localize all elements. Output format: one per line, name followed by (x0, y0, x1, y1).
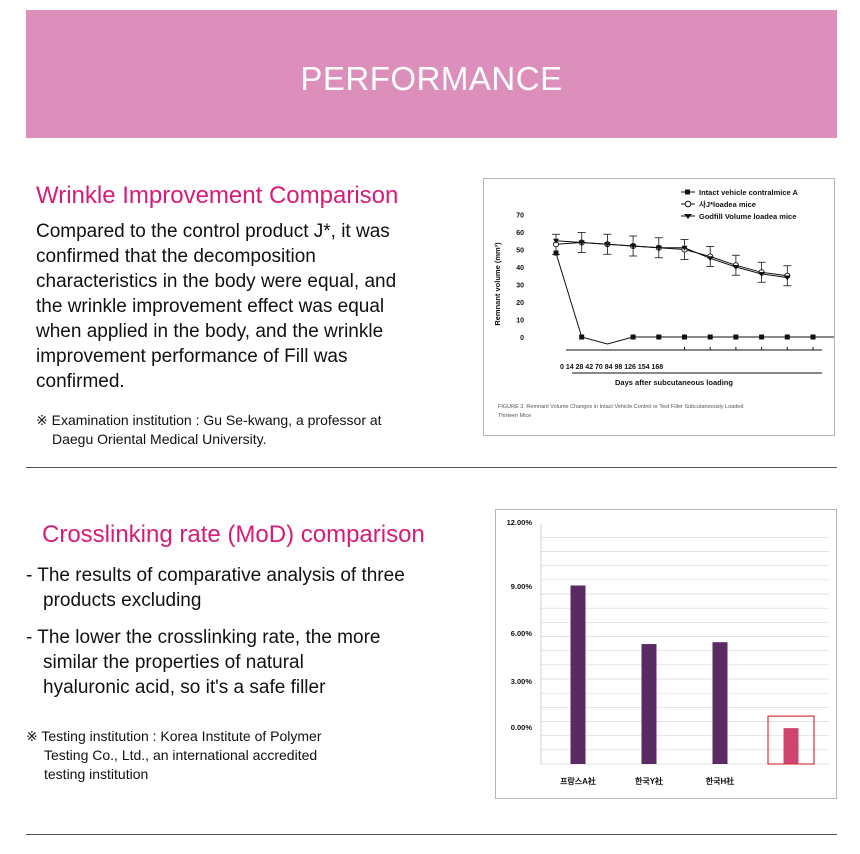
y-tick-label: 70 (516, 213, 524, 220)
data-point (784, 275, 791, 281)
data-point (578, 240, 585, 246)
wrinkle-section-title: Wrinkle Improvement Comparison (36, 182, 399, 209)
data-point (630, 334, 636, 340)
data-point (681, 245, 688, 251)
data-point (655, 245, 662, 251)
bullet-crosslinking: - The lower the crosslinking rate, the m… (26, 625, 380, 700)
bullet-line: hyaluronic acid, so it's a safe filler (43, 677, 326, 698)
y-tick-label: 3.00% (511, 677, 533, 686)
data-point (656, 334, 662, 340)
bullet-results: - The results of comparative analysis of… (26, 563, 405, 613)
y-tick-label: 0.00% (511, 723, 533, 732)
data-point (732, 265, 739, 270)
page-title: PERFORMANCE (300, 60, 563, 97)
data-point (810, 334, 816, 340)
bar (712, 642, 728, 764)
data-point (630, 244, 637, 249)
bar (641, 644, 657, 764)
description-line: confirmed. (36, 371, 125, 392)
chart-caption: Thirteen Mice (498, 413, 531, 419)
description-line: the wrinkle improvement effect was equal (36, 296, 385, 317)
data-point (758, 272, 765, 277)
wrinkle-description: Compared to the control product J*, it w… (36, 219, 476, 394)
description-line: confirmed that the decomposition (36, 246, 316, 267)
note-line: testing institution (44, 766, 149, 782)
description-line: characteristics in the body were equal, … (36, 271, 397, 292)
bullet-line: - The results of comparative analysis of… (26, 565, 405, 586)
bullet-line: products excluding (43, 590, 202, 611)
description-line: when applied in the body, and the wrinkl… (36, 321, 384, 342)
legend-marker (684, 200, 692, 208)
series-line (555, 240, 788, 278)
category-label: 한국Y社 (635, 776, 663, 786)
bottom-divider (26, 834, 837, 835)
x-tick-labels: 0 14 28 42 70 84 98 126 154 168 (560, 364, 663, 371)
highlight-box (767, 715, 815, 765)
bar (783, 728, 799, 764)
bullet-line: similar the properties of natural (43, 652, 304, 673)
data-point (604, 242, 611, 248)
y-tick-label: 40 (516, 265, 524, 272)
section-divider (26, 467, 837, 468)
description-line: Compared to the control product J*, it w… (36, 221, 390, 242)
data-point (733, 334, 739, 340)
legend-label: Intact vehicle contralmice A (699, 188, 799, 197)
data-point (759, 334, 765, 340)
bullet-line: - The lower the crosslinking rate, the m… (26, 627, 381, 648)
bar (570, 585, 586, 764)
y-tick-label: 9.00% (511, 582, 533, 591)
y-tick-label: 0 (520, 335, 524, 342)
examination-note: ※ Examination institution : Gu Se-kwang,… (36, 411, 382, 449)
description-line: improvement performance of Fill was (36, 346, 348, 367)
chart-caption: FIGURE 3. Remnant Volume Changes in Inta… (498, 404, 743, 410)
y-tick-label: 30 (516, 283, 524, 290)
note-line: ※ Examination institution : Gu Se-kwang,… (36, 412, 382, 428)
y-tick-label: 6.00% (511, 629, 533, 638)
data-point (682, 334, 687, 340)
remnant-volume-line-chart: Intact vehicle contralmice A 사J*loadea mi… (483, 178, 835, 436)
data-point (784, 334, 790, 340)
legend-marker (684, 214, 692, 219)
note-line: Daegu Oriental Medical University. (52, 431, 267, 447)
note-line: Testing Co., Ltd., an international accr… (44, 747, 318, 763)
legend-marker (685, 189, 690, 195)
category-label: 한국H社 (706, 776, 735, 786)
y-tick-label: 20 (516, 300, 524, 307)
crosslinking-bar-chart: 12.00% 9.00% 6.00% 3.00% 0.00% 프랑스A社 한국Y社 한국H社 (495, 509, 837, 799)
y-axis-label: Remnant volume (mm³) (493, 242, 502, 326)
data-point (707, 256, 714, 262)
note-line: ※ Testing institution : Korea Institute … (26, 728, 322, 744)
x-axis-label: Days after subcutaneous loading (615, 378, 733, 387)
data-point (707, 334, 713, 340)
data-point (579, 334, 585, 340)
crosslinking-section-title: Crosslinking rate (MoD) comparison (42, 521, 425, 548)
data-point (553, 238, 559, 244)
y-tick-label: 50 (516, 248, 524, 255)
y-tick-label: 12.00% (507, 518, 533, 527)
series-line-intact (555, 252, 834, 345)
y-tick-label: 60 (516, 230, 524, 237)
category-label: 프랑스A社 (560, 776, 596, 786)
line-chart-svg: Intact vehicle contralmice A 사J*loadea mi… (493, 188, 834, 419)
legend-label: 사J*loadea mice (699, 199, 756, 209)
legend-label: Godfill Volume loadea mice (699, 212, 796, 221)
y-tick-label: 10 (516, 318, 524, 325)
bar-chart-svg: 12.00% 9.00% 6.00% 3.00% 0.00% 프랑스A社 한국Y社 한국H社 (507, 518, 829, 786)
testing-note: ※ Testing institution : Korea Institute … (26, 727, 322, 784)
header-banner: PERFORMANCE (26, 10, 837, 138)
